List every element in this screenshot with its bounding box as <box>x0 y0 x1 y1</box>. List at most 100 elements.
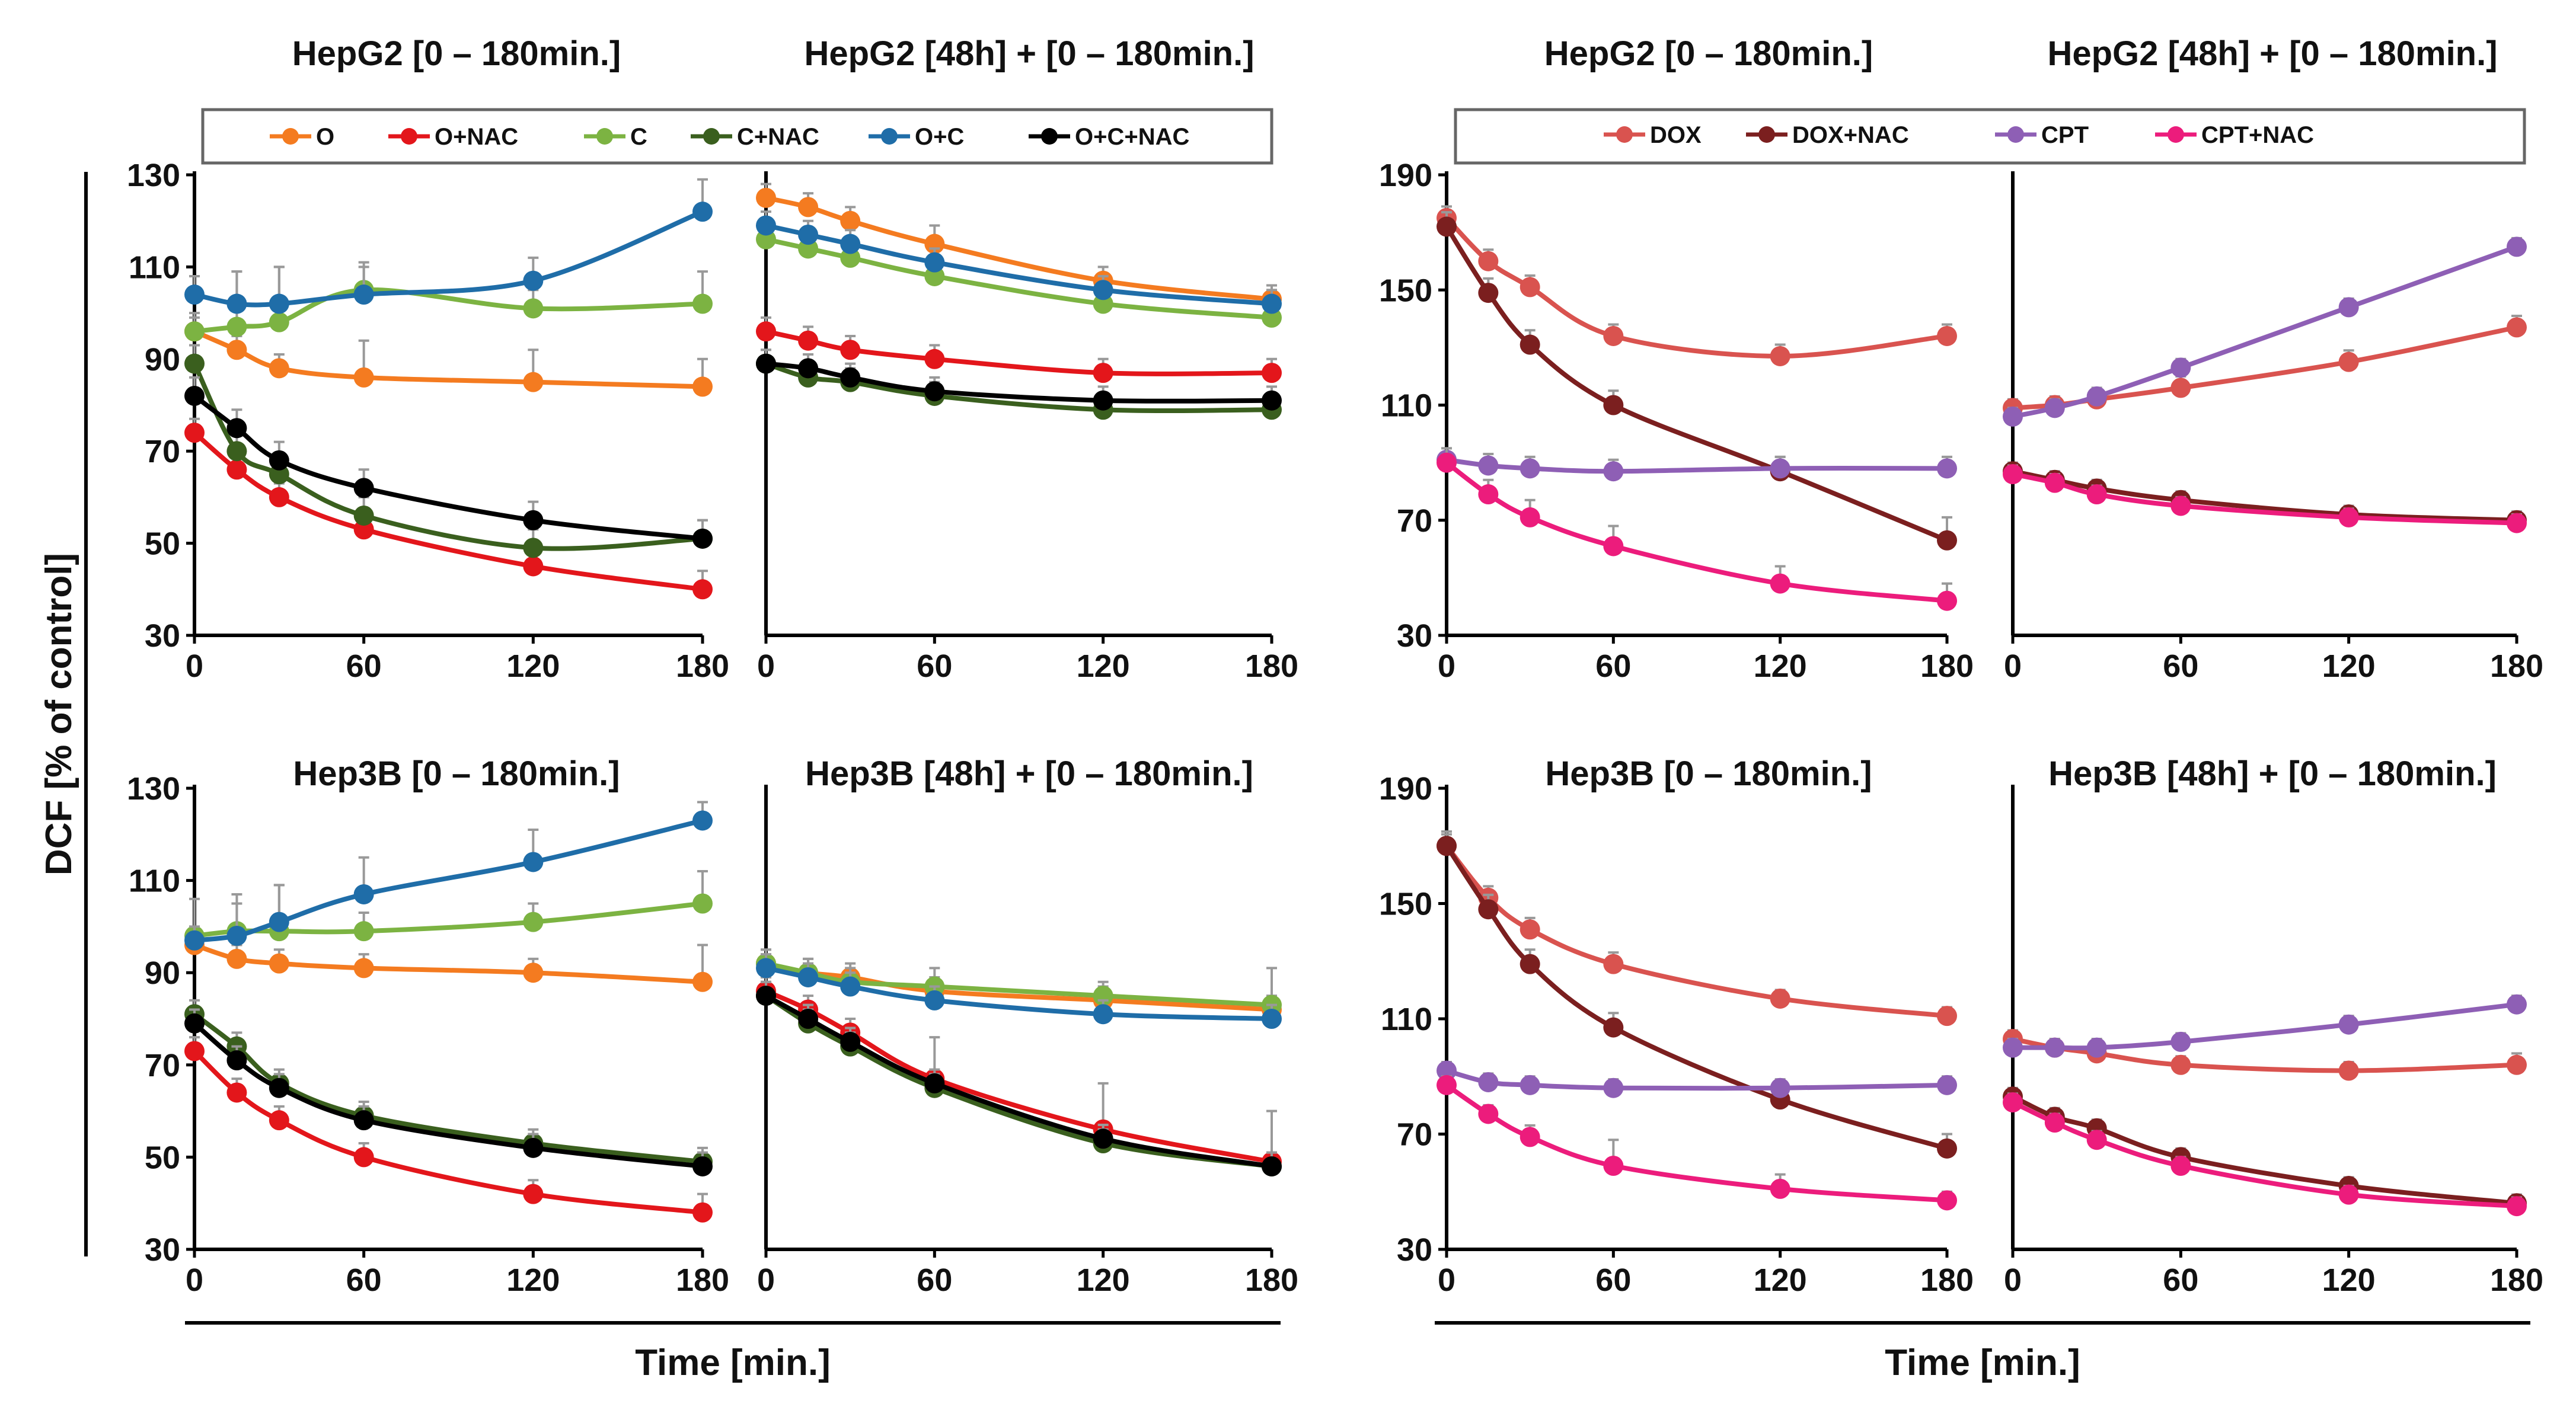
x-tick-label: 60 <box>1595 648 1631 684</box>
series-cpt <box>1437 447 1957 482</box>
data-point <box>1093 1128 1113 1149</box>
data-point <box>184 385 205 406</box>
data-point <box>1520 334 1540 355</box>
data-point <box>798 358 819 379</box>
panel-hepg2-48h-oc: HepG2 [48h] + [0 – 180min.] 0 60 120 180 <box>756 34 1298 684</box>
data-point <box>798 225 819 245</box>
data-point <box>756 187 776 208</box>
panel-title: Hep3B [48h] + [0 – 180min.] <box>805 754 1253 793</box>
data-point <box>756 353 776 374</box>
data-point <box>924 266 945 286</box>
data-point <box>353 505 374 526</box>
data-point <box>1093 390 1113 411</box>
series-dox-nac <box>1437 830 1957 1159</box>
y-tick-label: 70 <box>1397 503 1432 539</box>
data-point <box>523 510 544 530</box>
data-point <box>756 986 776 1006</box>
data-point <box>2086 386 2107 407</box>
y-tick-label: 70 <box>145 434 180 469</box>
data-point <box>1603 461 1624 482</box>
x-axis-title-right: Time [min.] <box>1885 1342 2080 1383</box>
data-point <box>1937 1006 1957 1027</box>
data-point <box>523 1184 544 1204</box>
legend-item-o: O <box>270 124 334 150</box>
data-point <box>269 312 289 332</box>
series-cpt-nac <box>1437 1075 1957 1211</box>
x-tick-label: 120 <box>1754 1262 1807 1298</box>
data-point <box>1262 1009 1282 1029</box>
x-tick-label: 60 <box>2163 1262 2198 1298</box>
data-point <box>184 321 205 342</box>
series-cpt <box>1437 1060 1957 1098</box>
legend-marker <box>2168 126 2184 143</box>
y-tick-label: 130 <box>127 158 180 193</box>
series-o-c-nac <box>184 376 713 549</box>
series-line <box>1444 460 1949 603</box>
data-point <box>1093 363 1113 383</box>
x-tick-label: 0 <box>2004 1262 2022 1298</box>
legend-label: O+C+NAC <box>1075 124 1189 150</box>
series-cpt-nac <box>2003 464 2527 533</box>
x-tick-label: 0 <box>757 648 775 684</box>
y-tick-label: 90 <box>145 342 180 378</box>
data-point <box>2338 1060 2359 1081</box>
legend-left-box <box>201 108 1273 165</box>
series-line <box>1444 224 1949 543</box>
data-point <box>1770 573 1790 594</box>
panel-title: Hep3B [0 – 180min.] <box>1545 754 1872 793</box>
panel-hepg2-acute-oc: HepG2 [0 – 180min.] 30 50 70 90 110 130 0 60 120 1… <box>127 34 729 684</box>
data-point <box>840 234 861 254</box>
data-point <box>353 958 374 978</box>
data-point <box>1770 458 1790 479</box>
data-point <box>692 293 713 314</box>
x-tick-label: 120 <box>1754 648 1807 684</box>
data-point <box>269 450 289 471</box>
y-tick-label: 190 <box>1379 158 1432 193</box>
x-tick-label: 120 <box>506 648 560 684</box>
series-o-nac <box>184 1036 713 1223</box>
data-point <box>924 252 945 273</box>
data-point <box>226 925 247 946</box>
data-point <box>692 971 713 992</box>
legend-label: CPT <box>2041 122 2089 148</box>
legend-right: DOX DOX+NAC CPT CPT+NAC <box>1604 122 2314 148</box>
panel-hep3b-48h-dox-cpt: Hep3B [48h] + [0 – 180min.] 0 60 120 180 <box>2003 754 2543 1298</box>
data-point <box>1937 325 1957 346</box>
data-point <box>1478 283 1499 303</box>
x-tick-label: 0 <box>1438 648 1455 684</box>
data-point <box>353 921 374 942</box>
data-point <box>1093 280 1113 300</box>
data-point <box>184 1013 205 1034</box>
data-point <box>692 893 713 914</box>
y-tick-label: 150 <box>1379 273 1432 308</box>
data-point <box>269 953 289 974</box>
data-point <box>1937 458 1957 479</box>
data-point <box>353 367 374 388</box>
data-point <box>2507 1054 2527 1075</box>
data-point <box>1770 1077 1790 1098</box>
data-point <box>353 1147 374 1168</box>
legend-label: DOX <box>1650 122 1702 148</box>
series-line <box>192 393 705 541</box>
data-point <box>2338 297 2359 318</box>
legend-marker <box>1758 126 1775 143</box>
data-point <box>1603 1077 1624 1098</box>
legend-label: C+NAC <box>737 124 819 150</box>
panel-hepg2-48h-dox-cpt: HepG2 [48h] + [0 – 180min.] 0 60 120 180 <box>2003 34 2543 684</box>
x-tick-label: 180 <box>1245 1262 1298 1298</box>
data-point <box>2003 1037 2023 1058</box>
data-point <box>798 330 819 351</box>
data-point <box>226 441 247 462</box>
y-tick-label: 110 <box>129 864 180 899</box>
y-tick-label: 190 <box>1379 771 1432 807</box>
data-point <box>1437 452 1457 473</box>
data-point <box>1603 325 1624 346</box>
data-point <box>840 1031 861 1052</box>
data-point <box>2338 507 2359 527</box>
data-point <box>1520 507 1540 527</box>
x-tick-label: 180 <box>2490 1262 2543 1298</box>
data-point <box>1437 1075 1457 1095</box>
data-point <box>1603 954 1624 974</box>
series-line <box>192 1021 705 1169</box>
